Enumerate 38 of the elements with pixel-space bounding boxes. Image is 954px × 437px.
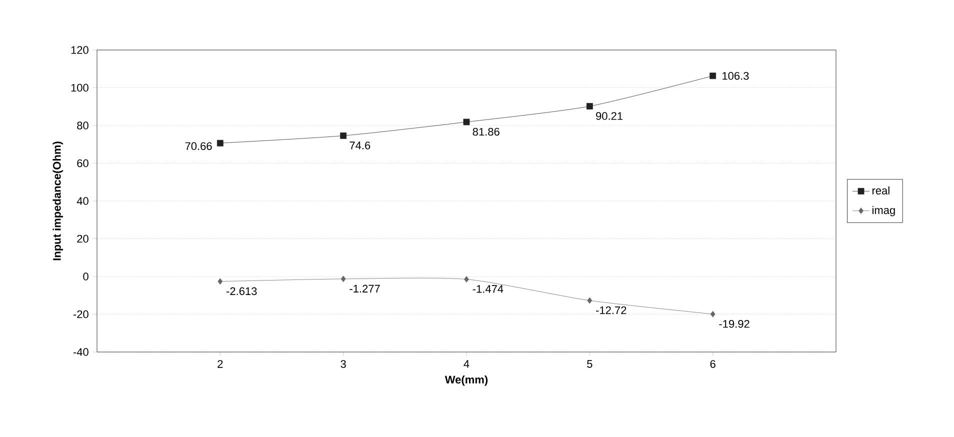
point xyxy=(710,72,716,80)
x-axis-title: We(mm) xyxy=(444,375,488,386)
data-label: 106.3 xyxy=(722,72,749,80)
point xyxy=(710,310,716,318)
y-tick-label: 40 xyxy=(76,197,88,205)
point xyxy=(587,297,592,304)
data-label: 81.86 xyxy=(472,128,500,136)
y-tick-label: 0 xyxy=(83,272,88,280)
legend-label: imag xyxy=(872,206,895,216)
data-label: 90.21 xyxy=(596,112,623,120)
y-tick-label: 100 xyxy=(71,84,88,92)
point xyxy=(340,132,347,139)
data-label: -19.92 xyxy=(719,320,750,328)
x-tick-label: 4 xyxy=(464,360,470,368)
point xyxy=(340,276,346,282)
data-label: -1.277 xyxy=(350,284,380,292)
point xyxy=(218,278,223,285)
point xyxy=(463,118,470,126)
data-label: -2.613 xyxy=(226,287,257,296)
y-tick-label: -20 xyxy=(73,310,88,318)
y-tick-label: 20 xyxy=(77,234,88,243)
point xyxy=(216,140,224,146)
point xyxy=(464,276,469,282)
x-tick-label: 6 xyxy=(710,360,716,368)
legend-label: real xyxy=(872,186,890,194)
data-label: 70.66 xyxy=(185,142,212,150)
data-label: 74.6 xyxy=(350,142,370,150)
x-tick-label: 3 xyxy=(340,360,346,368)
y-tick-label: 80 xyxy=(77,122,88,130)
data-label: -1.474 xyxy=(472,285,504,293)
y-tick-label: -40 xyxy=(73,348,88,356)
point xyxy=(586,103,593,110)
y-tick-label: 60 xyxy=(77,159,88,168)
y-tick-label: 120 xyxy=(71,46,88,54)
x-tick-label: 5 xyxy=(587,360,592,368)
x-tick-label: 2 xyxy=(218,360,223,368)
y-axis-title: Input impedance(Ohm) xyxy=(52,142,63,260)
data-label: -12.72 xyxy=(596,306,626,314)
